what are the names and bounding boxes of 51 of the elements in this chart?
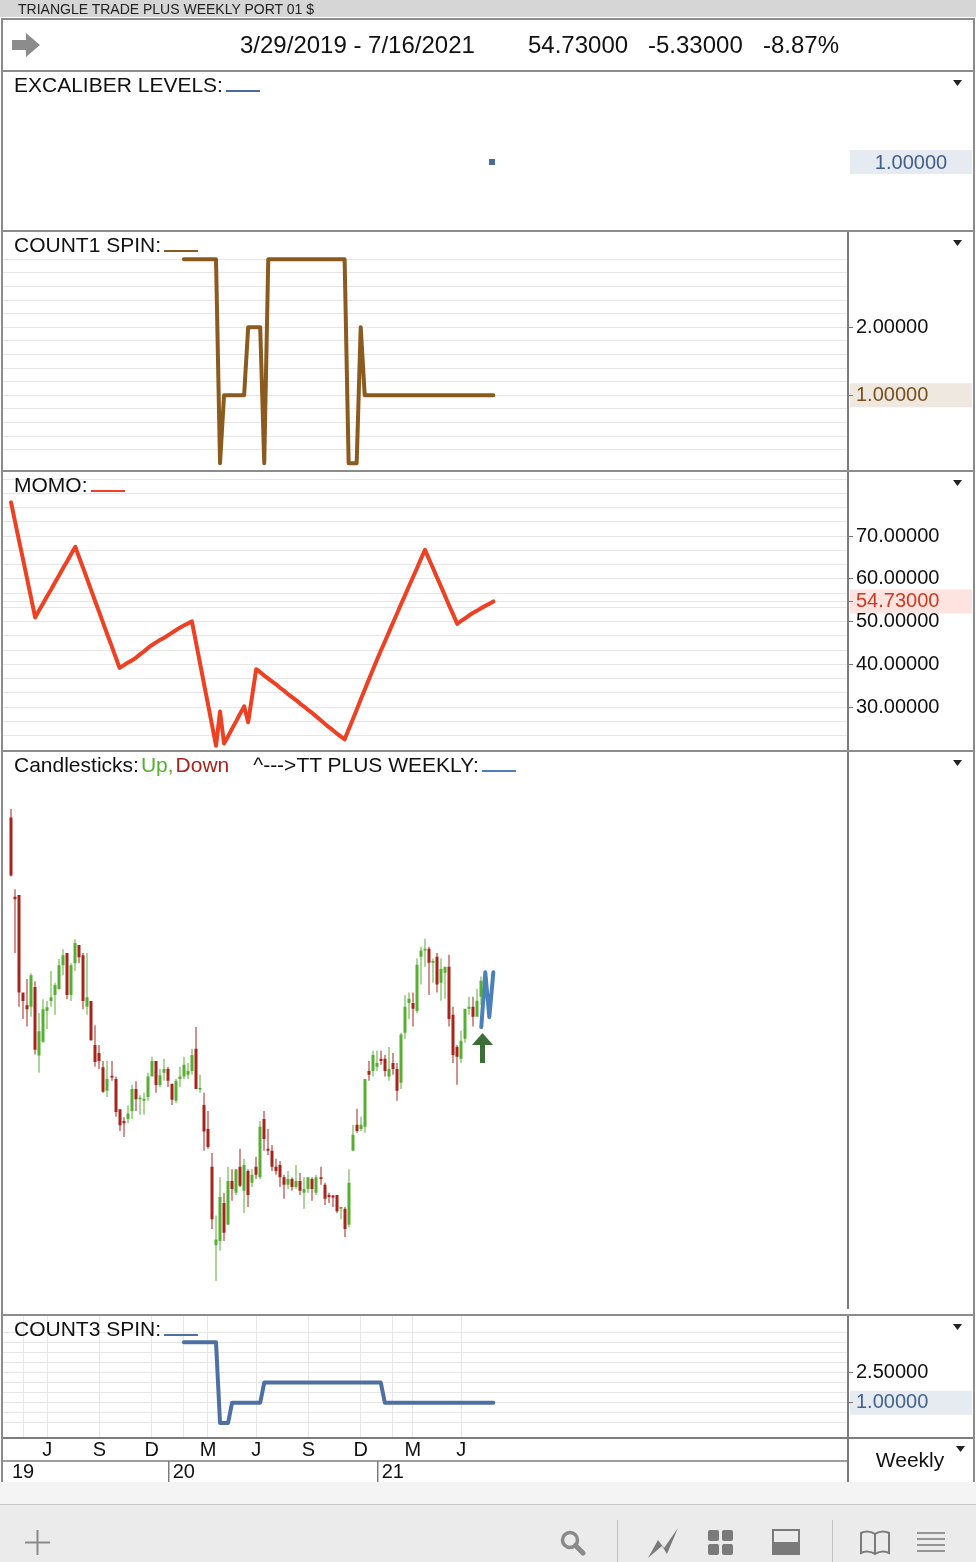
- legend-title: Candlesticks:: [14, 753, 139, 776]
- y-tick-label: 1.00000: [856, 382, 929, 405]
- text: EXCALIBER LEVELS:: [14, 73, 223, 96]
- y-tick-label: 40.00000: [856, 651, 940, 674]
- x-tick-label: J: [456, 1437, 467, 1460]
- candlestick: [431, 958, 435, 983]
- x-tick-label: J: [251, 1437, 262, 1460]
- text: 3/29/2019 - 7/16/2021: [240, 31, 475, 59]
- y-tick-label: 2.00000: [856, 314, 929, 337]
- legend-label: ^--->TT PLUS WEEKLY:: [253, 753, 479, 776]
- candlestick: [266, 1129, 270, 1155]
- text: Down: [175, 753, 230, 776]
- text: Up,: [140, 753, 174, 776]
- text: -8.87%: [763, 31, 840, 59]
- x-tick-label: M: [404, 1437, 422, 1460]
- x-tick-label: D: [144, 1437, 159, 1460]
- candlestick: [142, 1092, 146, 1115]
- candlestick: [423, 938, 427, 967]
- candlestick: [411, 992, 415, 1027]
- candlestick: [302, 1177, 306, 1209]
- x-tick-label: 19: [11, 1459, 35, 1482]
- candlestick: [110, 1061, 114, 1081]
- y-tick-label: 70.00000: [856, 523, 940, 546]
- x-tick-label: S: [301, 1437, 316, 1460]
- x-tick-label: D: [353, 1437, 368, 1460]
- y-tick-label: 30.00000: [856, 694, 940, 717]
- legend-label: MOMO:: [14, 473, 88, 496]
- legend-label: COUNT1 SPIN:: [14, 233, 162, 256]
- x-tick-label: S: [92, 1437, 107, 1460]
- candlestick: [49, 970, 53, 1007]
- x-tick-label: 20: [172, 1459, 195, 1482]
- y-tick-label: 50.00000: [856, 609, 940, 632]
- y-tick-label: 54.73000: [856, 588, 940, 611]
- candlestick: [85, 952, 89, 1015]
- candlestick: [198, 1074, 202, 1093]
- candlestick: [25, 978, 29, 1027]
- x-tick-label: J: [42, 1437, 53, 1460]
- y-tick-label: 2.50000: [856, 1359, 929, 1382]
- x-tick-label: M: [199, 1437, 217, 1460]
- y-tick-label: 1.00000: [856, 1390, 929, 1413]
- text: -5.33000: [648, 31, 743, 59]
- y-tick-label: 60.00000: [856, 566, 940, 589]
- text: Weekly: [874, 1447, 946, 1473]
- candlestick: [319, 1166, 323, 1185]
- text: TRIANGLE TRADE PLUS WEEKLY PORT 01 $: [18, 1, 314, 17]
- legend-label: COUNT3 SPIN:: [14, 1317, 162, 1340]
- x-tick-label: 21: [381, 1459, 404, 1482]
- candlestick: [138, 1095, 142, 1115]
- candlestick: [367, 1061, 371, 1081]
- candlestick: [467, 996, 471, 1015]
- text: 54.73000: [528, 31, 629, 59]
